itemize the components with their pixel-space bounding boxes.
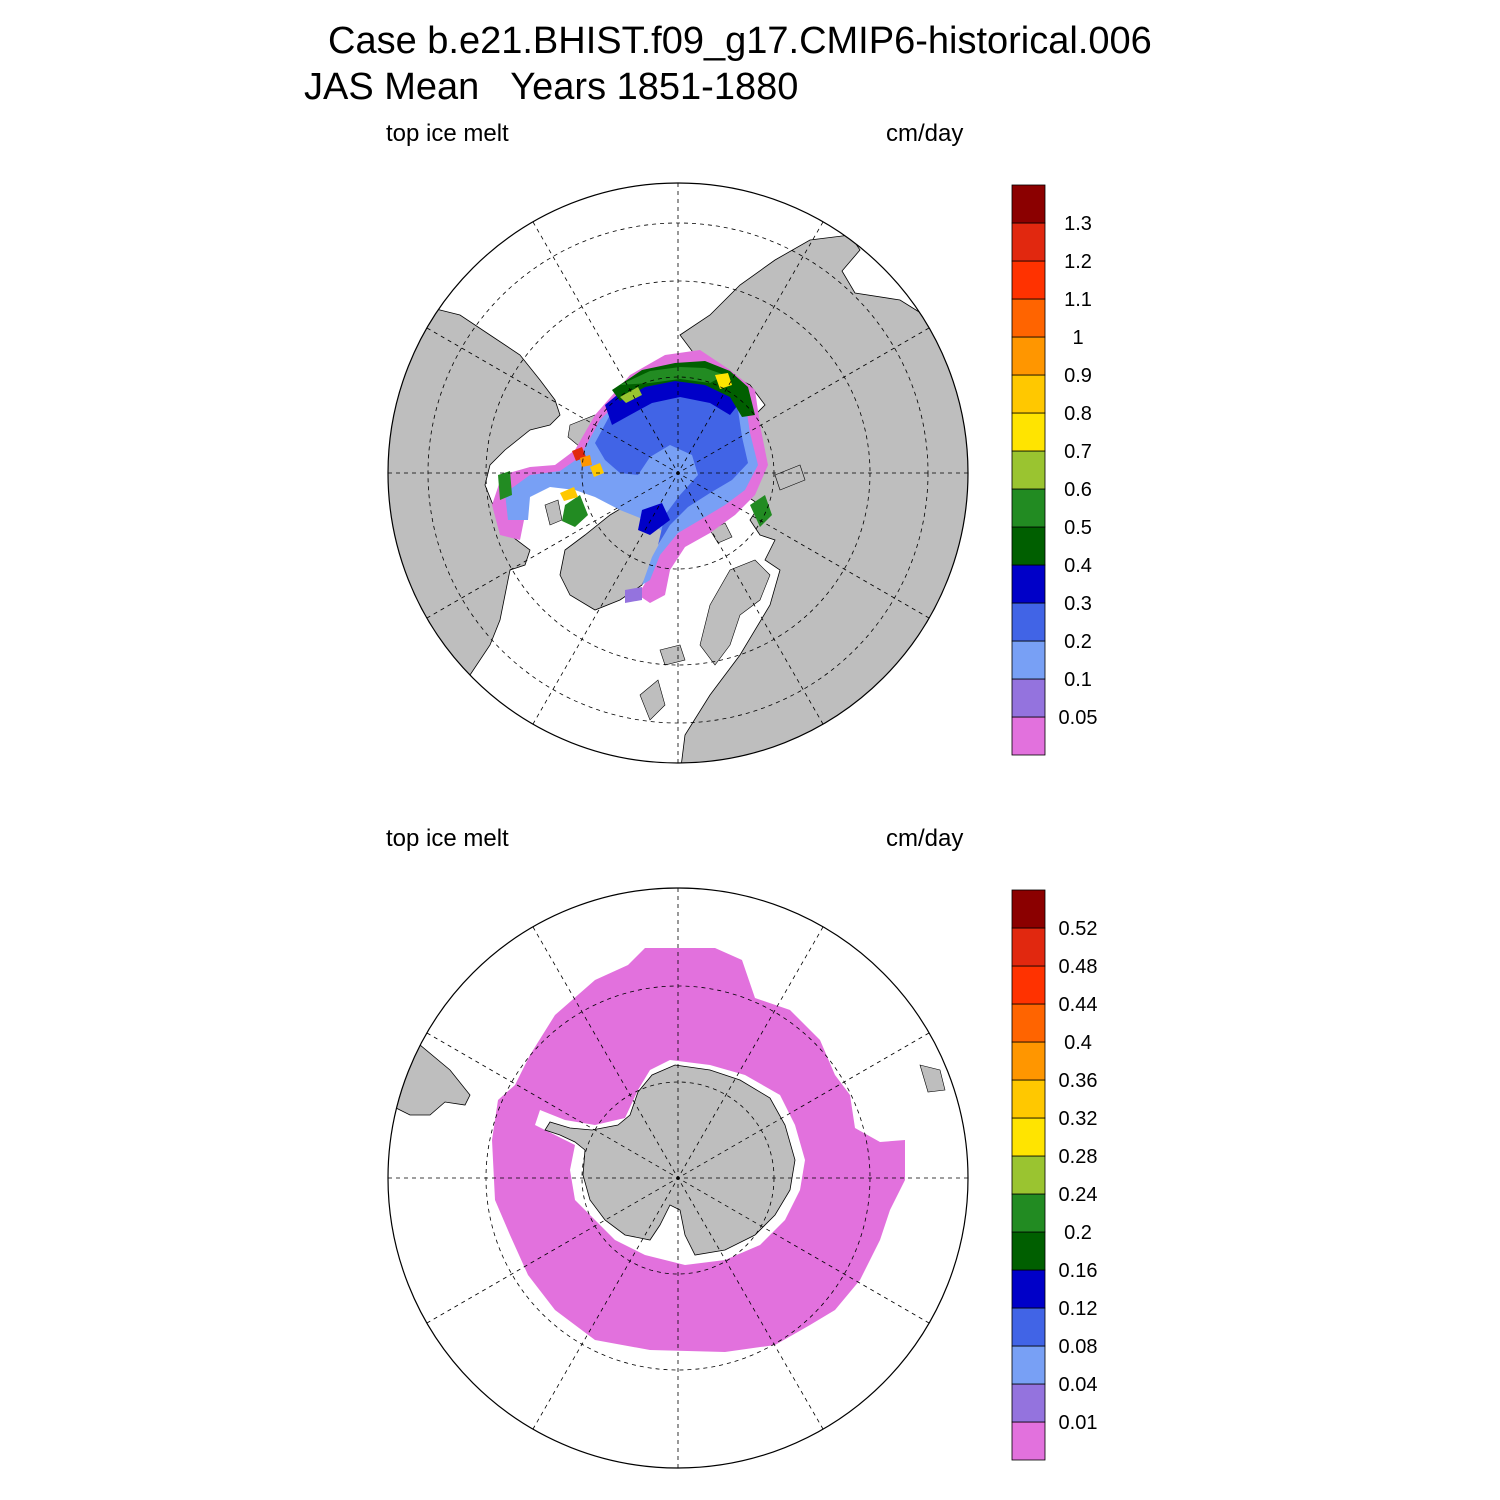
south-colorbar-box <box>1011 1269 1046 1309</box>
north-colorbar-tick-label: 0.05 <box>1059 707 1098 729</box>
south-map-frame <box>387 887 969 1469</box>
south-colorbar-box <box>1011 889 1046 929</box>
north-colorbar-box <box>1011 260 1046 300</box>
north-colorbar-box <box>1011 222 1046 262</box>
south-colorbar-tick-label: 0.44 <box>1059 994 1098 1016</box>
south-colorbar-box <box>1011 965 1046 1005</box>
eurasia-land <box>679 234 968 763</box>
north-colorbar-tick-label: 1 <box>1072 327 1083 349</box>
south-colorbar-tick-label: 0.01 <box>1059 1412 1098 1434</box>
south-colorbar-box <box>1011 1307 1046 1347</box>
south-panel-units-label: cm/day <box>886 825 964 852</box>
north-polar-map <box>387 182 969 764</box>
north-panel-variable-label: top ice melt <box>386 120 509 147</box>
north-colorbar-box <box>1011 374 1046 414</box>
south-colorbar-box <box>1011 1383 1046 1423</box>
north-colorbar-box <box>1011 298 1046 338</box>
north-colorbar-tick-label: 0.7 <box>1064 441 1092 463</box>
north-colorbar-tick-label: 1.3 <box>1064 213 1092 235</box>
north-colorbar-box <box>1011 450 1046 490</box>
north-colorbar-tick-label: 0.5 <box>1064 517 1092 539</box>
north-panel-units-label: cm/day <box>886 120 964 147</box>
south-colorbar-tick-label: 0.24 <box>1059 1184 1098 1206</box>
south-colorbar-box <box>1011 1421 1046 1461</box>
south-colorbar-box <box>1011 1231 1046 1271</box>
north-graticule <box>388 183 968 763</box>
period-title: JAS Mean Years 1851-1880 <box>304 66 799 108</box>
north-colorbar-box <box>1011 640 1046 680</box>
north-colorbar-box <box>1011 678 1046 718</box>
south-colorbar-box <box>1011 1003 1046 1043</box>
north-colorbar-box <box>1011 602 1046 642</box>
south-melt-ring <box>492 948 905 1352</box>
south-graticule <box>388 888 968 1468</box>
south-colorbar-box <box>1011 1193 1046 1233</box>
south-colorbar-tick-label: 0.52 <box>1059 918 1098 940</box>
south-colorbar-tick-label: 0.04 <box>1059 1374 1098 1396</box>
north-colorbar-tick-label: 0.4 <box>1064 555 1092 577</box>
north-colorbar-tick-label: 0.9 <box>1064 365 1092 387</box>
north-colorbar-box <box>1011 412 1046 452</box>
south-colorbar: 0.01 0.04 0.08 0.12 0.16 0.2 0.24 0.28 0.32 0.36 0… <box>1011 889 1098 1461</box>
south-colorbar-tick-label: 0.36 <box>1059 1070 1098 1092</box>
north-colorbar-tick-label: 1.2 <box>1064 251 1092 273</box>
south-colorbar-box <box>1011 927 1046 967</box>
south-colorbar-box <box>1011 1345 1046 1385</box>
south-colorbar-tick-label: 0.12 <box>1059 1298 1098 1320</box>
south-colorbar-tick-label: 0.32 <box>1059 1108 1098 1130</box>
north-colorbar-tick-label: 1.1 <box>1064 289 1092 311</box>
north-colorbar-box <box>1011 488 1046 528</box>
south-colorbar-tick-label: 0.16 <box>1059 1260 1098 1282</box>
south-colorbar-box <box>1011 1041 1046 1081</box>
north-colorbar-tick-label: 0.1 <box>1064 669 1092 691</box>
north-colorbar-box <box>1011 336 1046 376</box>
south-colorbar-tick-label: 0.08 <box>1059 1336 1098 1358</box>
south-panel-variable-label: top ice melt <box>386 825 509 852</box>
antarctica-land <box>544 1064 796 1256</box>
north-colorbar-box <box>1011 716 1046 756</box>
north-colorbar-box <box>1011 564 1046 604</box>
north-colorbar-tick-label: 0.3 <box>1064 593 1092 615</box>
south-colorbar-box <box>1011 1117 1046 1157</box>
south-colorbar-box <box>1011 1155 1046 1195</box>
south-polar-map <box>387 887 969 1469</box>
north-colorbar-tick-label: 0.2 <box>1064 631 1092 653</box>
north-map-frame <box>387 182 969 764</box>
south-colorbar-box <box>1011 1079 1046 1119</box>
north-melt-mid <box>595 373 748 545</box>
south-colorbar-tick-label: 0.28 <box>1059 1146 1098 1168</box>
north-colorbar-box <box>1011 184 1046 224</box>
north-colorbar: 0.05 0.1 0.2 0.3 0.4 0.5 0.6 0.7 0.8 0.9 1 1.1 1.2 1.… <box>1011 184 1098 756</box>
south-colorbar-tick-label: 0.2 <box>1064 1222 1092 1244</box>
south-colorbar-tick-label: 0.48 <box>1059 956 1098 978</box>
north-colorbar-box <box>1011 526 1046 566</box>
north-colorbar-tick-label: 0.6 <box>1064 479 1092 501</box>
case-title: Case b.e21.BHIST.f09_g17.CMIP6-historica… <box>328 20 1152 62</box>
north-colorbar-tick-label: 0.8 <box>1064 403 1092 425</box>
south-colorbar-tick-label: 0.4 <box>1064 1032 1092 1054</box>
